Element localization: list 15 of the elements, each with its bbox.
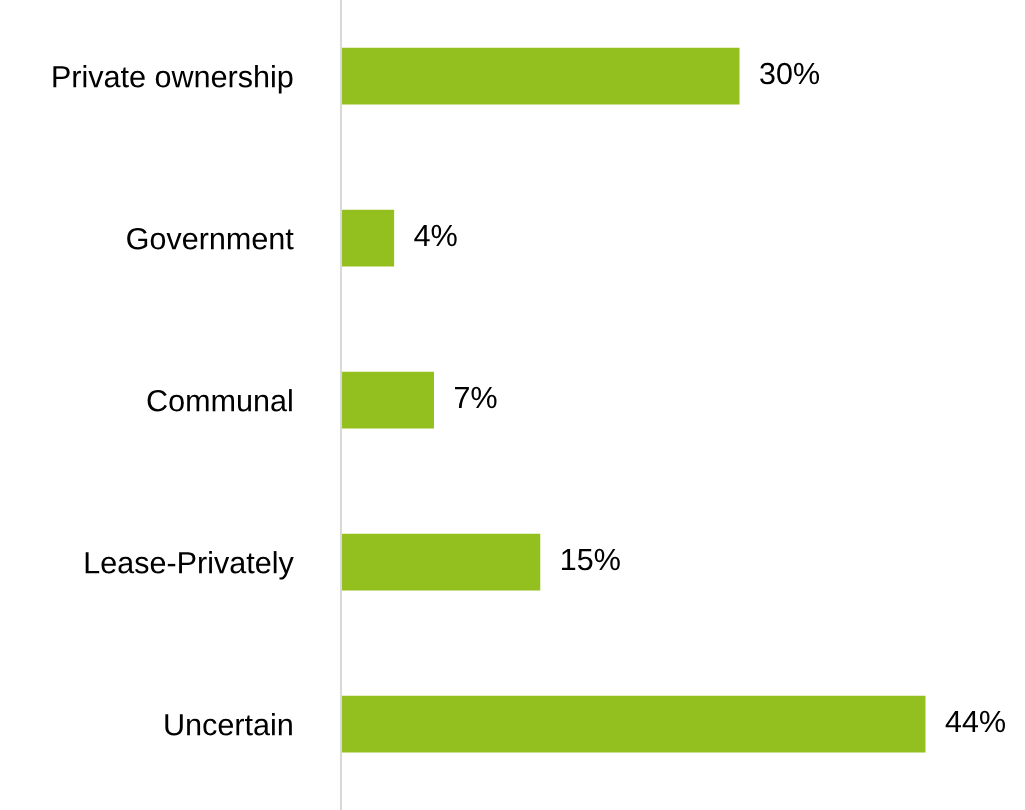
data-label: 7%: [455, 386, 497, 409]
y-tick-label: Government: [127, 227, 294, 250]
bar: [341, 695, 926, 753]
data-label: 15%: [562, 548, 620, 571]
data-label: 4%: [414, 224, 457, 247]
data-label: 44%: [945, 710, 1005, 733]
bar: [341, 47, 740, 105]
y-tick-label: Private ownership: [53, 65, 293, 94]
bar: [341, 209, 395, 267]
bar: [341, 533, 541, 591]
y-tick-label: Uncertain: [165, 713, 292, 736]
y-tick-label: Communal: [147, 389, 292, 412]
y-tick-label: Lease-Privately: [85, 551, 294, 580]
data-label: 30%: [760, 62, 820, 85]
bar: [341, 371, 434, 429]
